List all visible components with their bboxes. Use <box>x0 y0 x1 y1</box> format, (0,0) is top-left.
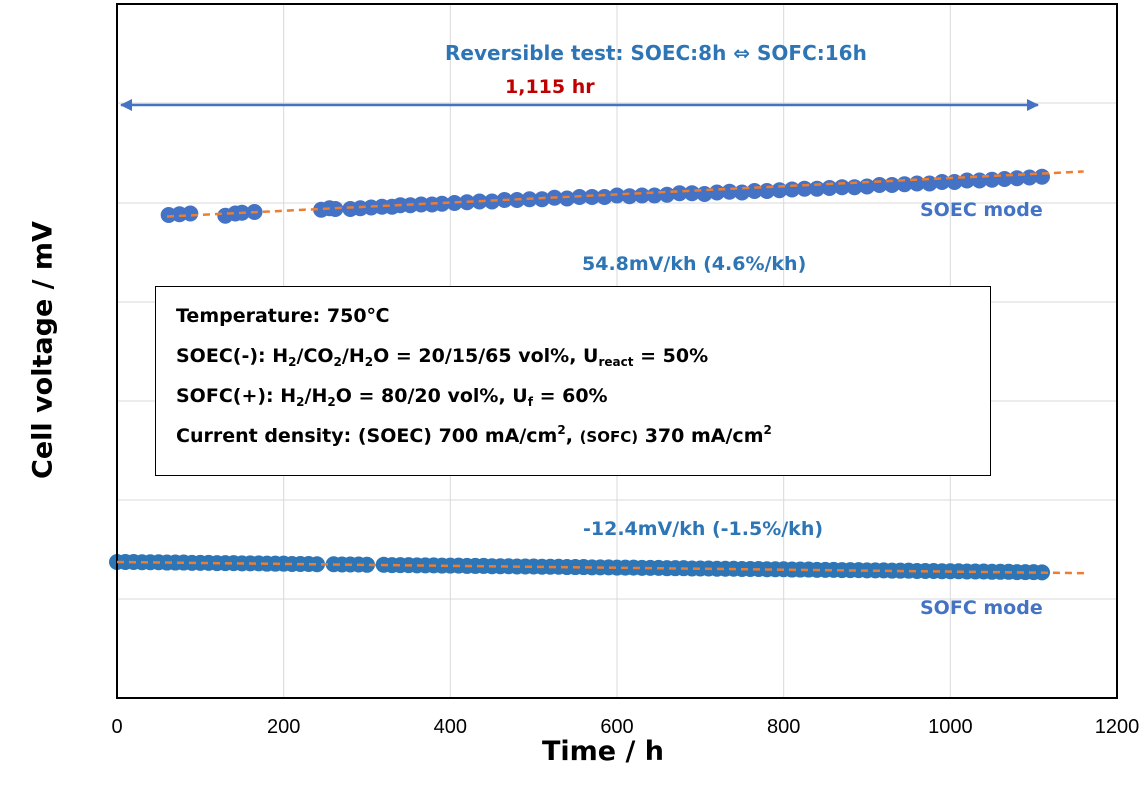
sofc-data-point <box>359 556 375 573</box>
soec-data-point <box>559 190 575 207</box>
sofc-trend-line <box>116 560 1088 575</box>
sofc-text: = 60% <box>532 385 608 407</box>
soec-data-point <box>434 195 450 212</box>
soec-text: = 50% <box>633 345 709 367</box>
sofc-text: O = 80/20 vol%, U <box>335 385 528 407</box>
soec-rate-label: 54.8mV/kh (4.6%/kh) <box>582 253 807 275</box>
soec-data-point <box>621 188 638 205</box>
soec-data-point <box>671 185 688 202</box>
x-tick-label: 400 <box>434 716 467 738</box>
cd-text: , <box>565 425 580 447</box>
soec-sub: react <box>598 355 634 369</box>
x-axis-title: Time / h <box>542 736 665 767</box>
soec-text: O = 20/15/65 vol%, U <box>373 345 599 367</box>
x-tick-labels: 0 200 400 600 800 1000 1200 <box>111 716 1139 738</box>
cd-sup: 2 <box>557 423 566 437</box>
soec-sub: 2 <box>364 355 374 369</box>
soec-data-point <box>182 205 199 222</box>
sofc-sub: 2 <box>327 395 336 409</box>
x-tick-label: 200 <box>267 716 300 738</box>
temperature-text: Temperature: 750℃ <box>176 305 390 327</box>
soec-data-point <box>1034 168 1050 185</box>
soec-data-point <box>596 189 613 205</box>
x-tick-label: 0 <box>111 716 122 738</box>
reversible-test-label: Reversible test: SOEC:8h ⇔ SOFC:16h <box>445 41 867 65</box>
sofc-condition-line: SOFC(+): H2/H2O = 80/20 vol%, Uf = 60% <box>176 385 990 425</box>
sofc-text: /H <box>304 385 328 407</box>
x-tick-label: 1000 <box>928 716 973 738</box>
sofc-rate-label: -12.4mV/kh (-1.5%/kh) <box>583 518 824 540</box>
soec-text: /CO <box>296 345 334 367</box>
test-conditions-box: Temperature: 750℃ SOEC(-): H2/CO2/H2O = … <box>155 286 991 476</box>
sofc-data-point <box>309 556 325 573</box>
soec-condition-line: SOEC(-): H2/CO2/H2O = 20/15/65 vol%, Ure… <box>176 345 990 385</box>
cd-text: 370 mA/cm <box>638 425 764 447</box>
sofc-mode-label: SOFC mode <box>920 597 1043 619</box>
temperature-line: Temperature: 750℃ <box>176 305 990 345</box>
soec-data-point <box>584 189 600 205</box>
x-tick-label: 600 <box>600 716 633 738</box>
soec-mode-label: SOEC mode <box>920 199 1043 221</box>
sofc-sub: 2 <box>296 395 305 409</box>
cd-sup: 2 <box>763 423 772 437</box>
x-tick-label: 800 <box>767 716 800 738</box>
soec-data-point <box>634 187 650 204</box>
plot-frame <box>116 3 1118 699</box>
trend-lines <box>116 170 1088 575</box>
sofc-sub: f <box>527 395 533 409</box>
soec-text: SOEC(-): H <box>176 345 289 367</box>
current-density-line: Current density: (SOEC) 700 mA/cm2, (SOF… <box>176 423 990 465</box>
soec-trend-line <box>166 170 1084 218</box>
soec-data-point <box>684 185 700 202</box>
duration-label: 1,115 hr <box>505 76 595 98</box>
sofc-text: SOFC(+): H <box>176 385 297 407</box>
y-axis-title: Cell voltage / mV <box>27 221 59 479</box>
soec-data-point <box>821 180 838 196</box>
cd-text: Current density: (SOEC) 700 mA/cm <box>176 425 558 447</box>
cd-sofc-small: (SOFC) <box>579 428 639 446</box>
soec-text: /H <box>341 345 365 367</box>
soec-data-point <box>834 179 850 196</box>
soec-sub: 2 <box>288 355 297 369</box>
soec-data-point <box>446 195 463 211</box>
soec-sub: 2 <box>333 355 342 369</box>
x-tick-label: 1200 <box>1095 716 1140 738</box>
